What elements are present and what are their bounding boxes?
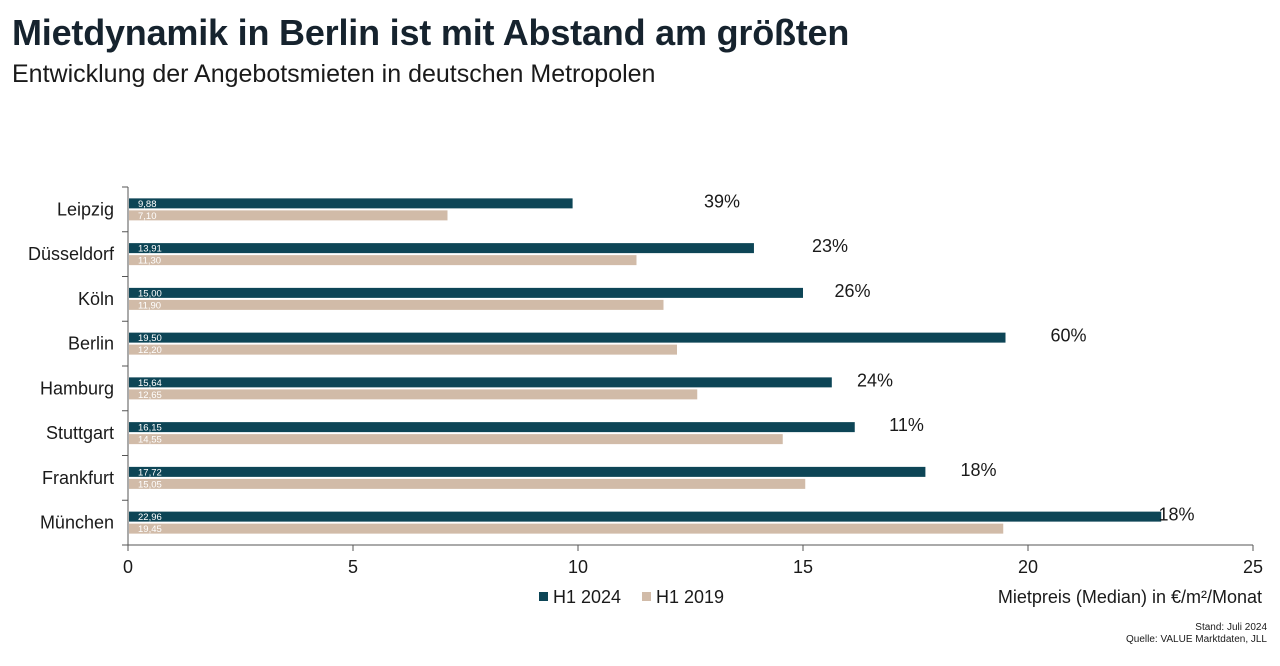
bar-h1-2019-leipzig [129, 210, 448, 221]
data-label-h1-2024: 15,64 [138, 378, 162, 389]
legend-label-h1-2019: H1 2019 [656, 587, 724, 607]
data-label-h1-2019: 11,90 [138, 300, 161, 311]
legend-swatch-h1-2019 [642, 592, 651, 601]
x-axis-label: Mietpreis (Median) in €/m²/Monat [998, 587, 1262, 607]
category-label-hamburg: Hamburg [40, 378, 114, 398]
x-tick-label: 20 [1018, 557, 1038, 577]
bar-h1-2019-berlin [129, 344, 677, 355]
chart-title: Mietdynamik in Berlin ist mit Abstand am… [12, 12, 850, 53]
bar-h1-2019-stuttgart [129, 434, 783, 445]
category-label-berlin: Berlin [68, 334, 114, 354]
change-label-duesseldorf: 23% [812, 236, 848, 256]
category-label-koeln: Köln [78, 289, 114, 309]
category-label-leipzig: Leipzig [57, 199, 114, 219]
data-label-h1-2024: 13,91 [138, 244, 162, 255]
data-label-h1-2019: 15,05 [138, 479, 162, 490]
change-label-hamburg: 24% [857, 370, 893, 390]
legend-label-h1-2024: H1 2024 [553, 587, 621, 607]
stand-note: Stand: Juli 2024 [1195, 622, 1267, 633]
data-label-h1-2019: 12,20 [138, 345, 162, 356]
category-label-muenchen: München [40, 513, 114, 533]
bar-h1-2024-berlin [129, 332, 1006, 343]
bar-h1-2024-koeln [129, 287, 803, 298]
data-label-h1-2024: 17,72 [138, 467, 162, 478]
change-label-leipzig: 39% [704, 191, 740, 211]
bar-h1-2024-leipzig [129, 198, 573, 209]
bar-h1-2024-hamburg [129, 377, 832, 388]
data-label-h1-2024: 22,96 [138, 512, 162, 523]
x-tick-label: 10 [568, 557, 588, 577]
bar-h1-2019-duesseldorf [129, 255, 637, 266]
category-label-duesseldorf: Düsseldorf [28, 244, 115, 264]
chart-subtitle: Entwicklung der Angebotsmieten in deutsc… [12, 60, 656, 88]
bar-h1-2019-frankfurt [129, 478, 806, 489]
bar-h1-2019-koeln [129, 299, 664, 310]
x-tick-label: 5 [348, 557, 358, 577]
data-label-h1-2024: 15,00 [138, 288, 162, 299]
legend-swatch-h1-2024 [539, 592, 548, 601]
bar-h1-2019-muenchen [129, 523, 1004, 534]
x-tick-label: 15 [793, 557, 813, 577]
data-label-h1-2019: 19,45 [138, 524, 162, 535]
bar-h1-2024-muenchen [129, 511, 1162, 522]
data-label-h1-2024: 19,50 [138, 333, 162, 344]
data-label-h1-2019: 11,30 [138, 256, 161, 267]
change-label-berlin: 60% [1050, 326, 1086, 346]
source-note: Quelle: VALUE Marktdaten, JLL [1126, 634, 1267, 645]
change-label-frankfurt: 18% [960, 460, 996, 480]
change-label-muenchen: 18% [1158, 505, 1194, 525]
data-label-h1-2019: 12,65 [138, 390, 162, 401]
data-label-h1-2019: 14,55 [138, 435, 162, 446]
data-label-h1-2024: 9,88 [138, 199, 157, 210]
category-label-stuttgart: Stuttgart [46, 423, 114, 443]
change-label-stuttgart: 11% [889, 415, 924, 435]
data-label-h1-2019: 7,10 [138, 211, 157, 222]
x-tick-label: 0 [123, 557, 133, 577]
bar-h1-2024-stuttgart [129, 422, 855, 433]
change-label-koeln: 26% [834, 281, 870, 301]
bar-h1-2024-duesseldorf [129, 243, 754, 254]
bar-h1-2019-hamburg [129, 389, 698, 400]
category-label-frankfurt: Frankfurt [42, 468, 114, 488]
x-tick-label: 25 [1243, 557, 1263, 577]
bar-h1-2024-frankfurt [129, 466, 926, 477]
data-label-h1-2024: 16,15 [138, 423, 162, 434]
